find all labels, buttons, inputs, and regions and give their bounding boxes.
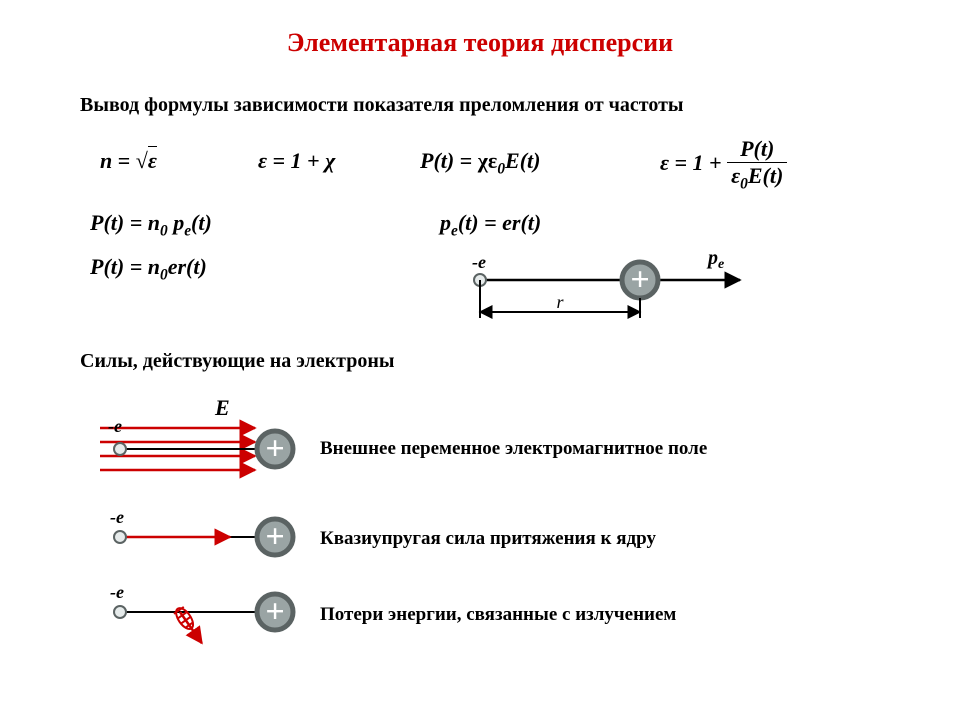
force-diagram-radiation: -e + — [80, 580, 310, 660]
eq-eps-chi: ε = 1 + χ — [258, 148, 335, 174]
svg-text:E: E — [214, 395, 230, 420]
svg-text:r: r — [556, 292, 564, 312]
svg-text:-e: -e — [108, 416, 122, 436]
force-diagram-field: E -e + — [80, 400, 310, 490]
dipole-diagram: -e + pe r — [450, 240, 770, 340]
eq-eps-frac: ε = 1 + P(t) ε0E(t) — [660, 138, 787, 192]
svg-text:+: + — [265, 431, 284, 468]
svg-text:+: + — [265, 594, 284, 631]
force-label-quasielastic: Квазиупругая сила притяжения к ядру — [320, 528, 656, 550]
eq-pe-er: pe(t) = er(t) — [440, 210, 541, 240]
force-label-field: Внешнее переменное электромагнитное поле — [320, 438, 707, 460]
subtitle-forces: Силы, действующие на электроны — [80, 350, 394, 373]
svg-text:-e: -e — [472, 252, 486, 272]
svg-text:-e: -e — [110, 507, 124, 527]
page-title: Элементарная теория дисперсии — [0, 28, 960, 58]
svg-text:pe: pe — [706, 247, 724, 272]
eq-P-chi: P(t) = χε0E(t) — [420, 148, 540, 178]
eq-P-n0pe: P(t) = n0 pe(t) — [90, 210, 212, 240]
force-diagram-quasielastic: -e + — [80, 505, 310, 565]
svg-text:+: + — [630, 262, 649, 299]
subtitle-derivation: Вывод формулы зависимости показателя пре… — [80, 94, 684, 117]
eq-P-n0er: P(t) = n0er(t) — [90, 254, 207, 284]
force-label-radiation: Потери энергии, связанные с излучением — [320, 604, 676, 626]
svg-text:-e: -e — [110, 582, 124, 602]
svg-text:+: + — [265, 519, 284, 556]
eq-n-sqrt-eps: n = √ε — [100, 148, 157, 174]
